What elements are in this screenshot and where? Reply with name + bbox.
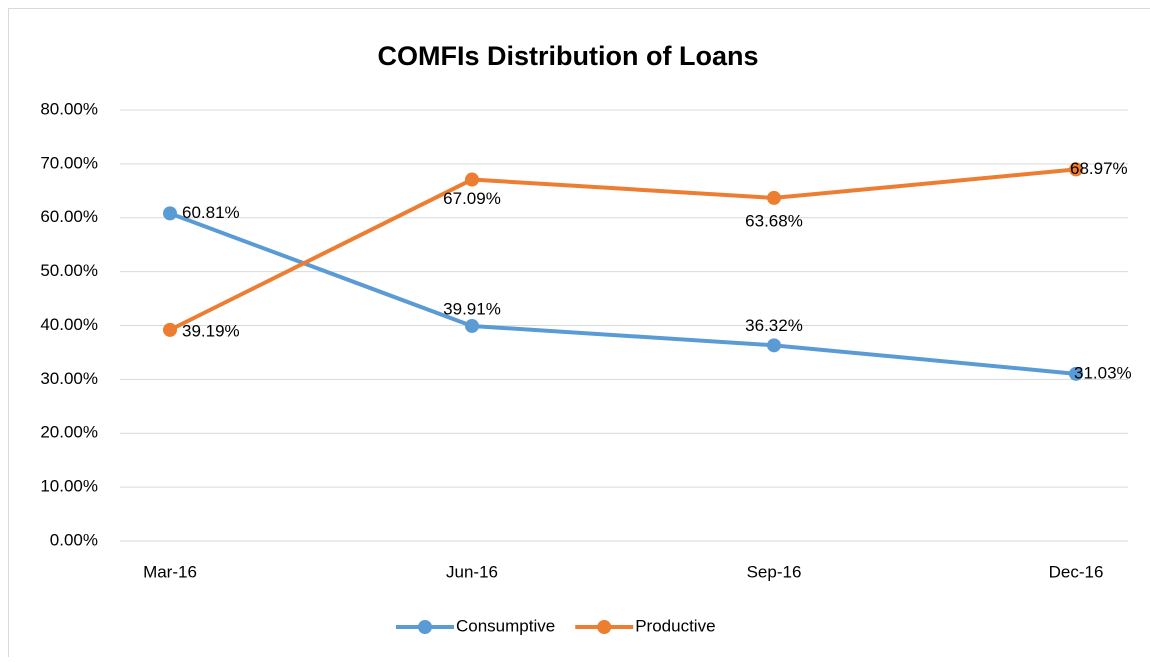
legend-label: Consumptive (456, 616, 555, 635)
point (465, 173, 479, 187)
chart-title: COMFIs Distribution of Loans (378, 41, 759, 71)
legend-marker (597, 620, 611, 634)
y-tick-label: 20.00% (40, 423, 98, 442)
point (767, 191, 781, 205)
y-tick-label: 30.00% (40, 369, 98, 388)
data-label: 63.68% (745, 211, 803, 230)
x-tick-label: Jun-16 (446, 562, 498, 581)
y-tick-label: 10.00% (40, 477, 98, 496)
x-tick-label: Dec-16 (1049, 562, 1104, 581)
y-tick-label: 40.00% (40, 315, 98, 334)
data-label: 36.32% (745, 316, 803, 335)
data-label: 39.91% (443, 299, 501, 318)
legend-marker (418, 620, 432, 634)
x-tick-label: Sep-16 (747, 562, 802, 581)
point (767, 338, 781, 352)
point (163, 206, 177, 220)
data-label: 31.03% (1074, 363, 1132, 382)
y-tick-label: 50.00% (40, 261, 98, 280)
data-label: 60.81% (182, 203, 240, 222)
data-label: 67.09% (443, 189, 501, 208)
data-label: 39.19% (182, 321, 240, 340)
point (465, 319, 479, 333)
y-tick-label: 60.00% (40, 207, 98, 226)
data-label: 68.97% (1070, 159, 1128, 178)
y-tick-label: 70.00% (40, 153, 98, 172)
x-tick-label: Mar-16 (143, 562, 197, 581)
y-tick-label: 80.00% (40, 99, 98, 118)
point (163, 323, 177, 337)
y-tick-label: 0.00% (50, 530, 98, 549)
legend-label: Productive (635, 616, 715, 635)
